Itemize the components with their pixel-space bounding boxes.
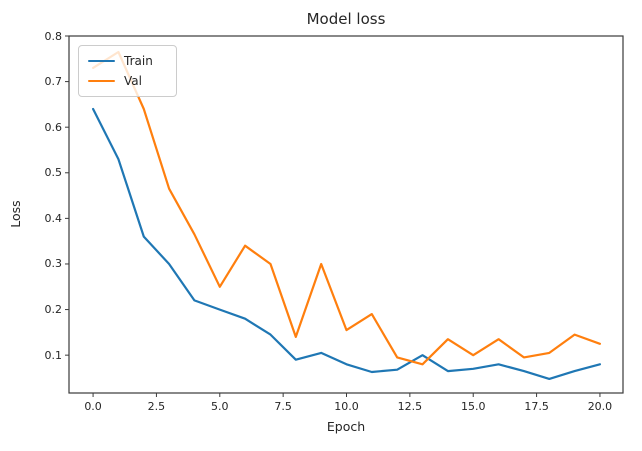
train-line	[91, 107, 602, 380]
y-tick-label: 0.5	[44, 166, 63, 180]
x-tick-label: 15.0	[460, 400, 486, 413]
y-tick-label: 0.7	[44, 75, 63, 89]
y-tick-label: 0.8	[44, 29, 63, 43]
x-tick-label: 20.0	[587, 400, 613, 413]
x-tick-label: 17.5	[524, 400, 549, 413]
x-tick-label: 5.0	[211, 400, 229, 413]
val-line-swatch	[88, 79, 115, 83]
x-tick-label: 12.5	[397, 400, 423, 413]
legend-label-train: Train	[124, 54, 153, 68]
chart-title: Model loss	[306, 10, 386, 28]
y-tick-label: 0.1	[44, 348, 63, 362]
plot-border	[68, 35, 624, 394]
y-tick-label: 0.6	[44, 120, 63, 134]
x-tick-label: 0.0	[84, 400, 102, 413]
legend: Train Val	[78, 45, 177, 97]
legend-item-val: Val	[88, 74, 167, 88]
y-tick-label: 0.3	[44, 257, 63, 271]
train-line-swatch	[88, 59, 115, 63]
legend-label-val: Val	[124, 74, 142, 88]
x-tick-label: 2.5	[147, 400, 166, 413]
legend-item-train: Train	[88, 54, 167, 68]
x-tick-label: 10.0	[334, 400, 359, 413]
y-tick-label: 0.2	[44, 303, 63, 317]
x-axis-label: Epoch	[326, 419, 366, 434]
x-tick-label: 7.5	[274, 400, 292, 413]
val-line	[91, 50, 602, 366]
y-tick-label: 0.4	[44, 211, 63, 225]
